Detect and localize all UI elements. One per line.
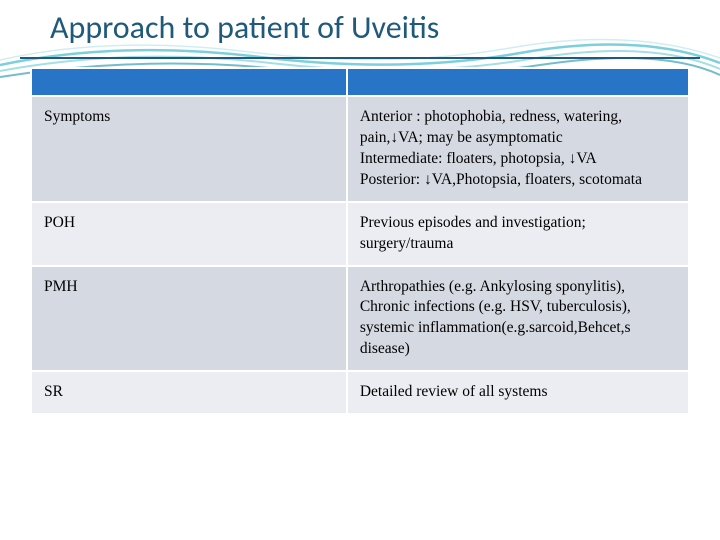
table-header-right bbox=[347, 68, 689, 96]
slide-title: Approach to patient of Uveitis bbox=[20, 0, 700, 59]
table-row: Symptoms Anterior : photophobia, redness… bbox=[31, 96, 689, 202]
approach-table: Symptoms Anterior : photophobia, redness… bbox=[30, 67, 690, 415]
table-header-left bbox=[31, 68, 347, 96]
table-body: Symptoms Anterior : photophobia, redness… bbox=[31, 96, 689, 414]
details-cell: Anterior : photophobia, redness, waterin… bbox=[347, 96, 689, 202]
category-cell: PMH bbox=[31, 266, 347, 372]
table-row: SR Detailed review of all systems bbox=[31, 371, 689, 414]
approach-table-container: Symptoms Anterior : photophobia, redness… bbox=[30, 67, 690, 415]
details-cell: Detailed review of all systems bbox=[347, 371, 689, 414]
category-cell: Symptoms bbox=[31, 96, 347, 202]
table-row: POH Previous episodes and investigation;… bbox=[31, 202, 689, 266]
details-cell: Arthropathies (e.g. Ankylosing sponyliti… bbox=[347, 266, 689, 372]
details-cell: Previous episodes and investigation; sur… bbox=[347, 202, 689, 266]
category-cell: SR bbox=[31, 371, 347, 414]
table-row: PMH Arthropathies (e.g. Ankylosing spony… bbox=[31, 266, 689, 372]
category-cell: POH bbox=[31, 202, 347, 266]
